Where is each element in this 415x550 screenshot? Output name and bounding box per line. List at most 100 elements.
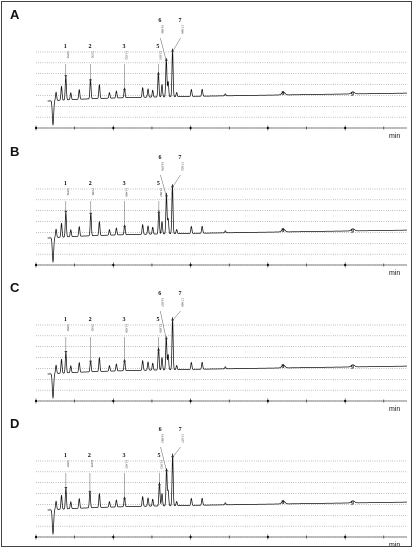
x-tick-mark [189,536,192,538]
peak-number-label: 2 [88,44,91,50]
peak-time-label: 15.835 [158,51,162,60]
peak-leader-line [160,37,167,61]
x-tick-mark [35,536,37,538]
peak-time-label: 11.452 [125,51,129,60]
peak-number-label: 7 [179,18,182,24]
peak-time-label: 17.666 [181,25,185,34]
peak-arrow [123,498,127,501]
peak-time-label: 7.050 [90,51,94,59]
peak-arrow [64,351,68,354]
peak-number-label: 7 [179,427,182,433]
x-axis-unit: min [389,270,400,277]
peak-arrow [64,75,68,78]
x-tick-mark [35,127,37,129]
peak-number-label: 2 [89,181,92,187]
x-axis-unit: min [389,133,400,140]
peak-time-label: 7.063 [91,324,95,332]
peak-number-label: 5 [156,44,159,50]
peak-leader-line [172,446,181,458]
chromatogram-trace [47,453,408,535]
peak-leader-line [172,37,181,52]
peak-time-label: 11.455 [125,460,129,469]
x-tick-mark [112,400,115,402]
x-tick-mark [266,264,269,266]
peak-arrow [123,360,127,364]
peak-arrow [64,210,68,214]
chromatogram-trace [47,48,408,126]
peak-number-label: 3 [123,453,126,459]
peak-arrow [171,50,175,54]
peak-number-label: 6 [158,18,161,24]
peak-arrow [157,349,161,353]
x-tick-mark [189,127,192,129]
x-tick-mark [266,127,269,129]
peak-arrow [123,226,127,229]
peak-arrow [171,456,175,459]
x-tick-mark [344,127,347,129]
peak-time-label: 17.668 [181,298,185,307]
peak-number-label: 1 [64,44,67,50]
peak-arrow [157,484,161,487]
panel-letter-a: A [10,7,20,22]
peak-time-label: 11.469 [125,188,129,197]
panel-letter-b: B [10,144,19,159]
peak-number-label: 6 [159,427,162,433]
peak-number-label: 9 [351,229,354,235]
peak-time-label: 3.855 [66,51,70,59]
peak-arrow [89,212,93,216]
peak-time-label: 16.893 [161,434,165,443]
peak-number-label: 8 [281,500,284,506]
peak-time-label: 17.652 [180,162,184,171]
peak-leader-line [160,174,167,197]
peak-time-label: 16.860 [160,25,164,34]
peak-time-label: 11.458 [125,324,129,333]
peak-number-label: 3 [123,181,126,187]
peak-number-label: 3 [123,44,126,50]
peak-time-label: 15.856 [159,324,163,333]
x-tick-mark [112,536,115,538]
peak-number-label: 6 [158,155,161,161]
peak-time-label: 16.878 [160,162,164,171]
x-tick-mark [266,400,269,402]
peak-number-label: 3 [123,317,126,323]
peak-number-label: 5 [157,317,160,323]
peak-leader-line [160,310,167,340]
x-axis-unit: min [389,406,400,413]
peak-number-label: 5 [157,181,160,187]
x-axis-unit: min [389,542,400,546]
peak-number-label: 8 [281,228,284,234]
panel-letter-c: C [10,280,20,295]
peak-number-label: 5 [157,453,160,459]
peak-time-label: 17.677 [181,434,185,443]
peak-arrow [64,487,68,490]
x-tick-mark [189,400,192,402]
chromatogram-svg: Amin13.85527.050311.452515.835616.860717… [10,7,408,546]
x-tick-mark [344,264,347,266]
x-tick-mark [35,400,37,402]
x-tick-mark [189,264,192,266]
peak-arrow [170,186,174,189]
peak-arrow [156,73,160,77]
x-tick-mark [266,536,269,538]
peak-leader-line [172,310,181,321]
peak-number-label: 1 [64,317,67,323]
peak-number-label: 1 [64,453,67,459]
panel-letter-d: D [10,416,19,431]
peak-arrow [88,491,92,494]
chromatogram-trace [47,317,408,399]
peak-number-label: 9 [351,501,354,507]
peak-number-label: 1 [64,181,67,187]
peak-time-label: 15.897 [159,188,163,197]
peak-number-label: 9 [351,92,354,98]
x-tick-mark [112,127,115,129]
x-tick-mark [35,264,37,266]
chromatogram-trace [47,184,408,263]
peak-number-label: 9 [351,365,354,371]
x-tick-mark [112,264,115,266]
peak-number-label: 8 [281,91,284,97]
peak-number-label: 7 [179,291,182,297]
